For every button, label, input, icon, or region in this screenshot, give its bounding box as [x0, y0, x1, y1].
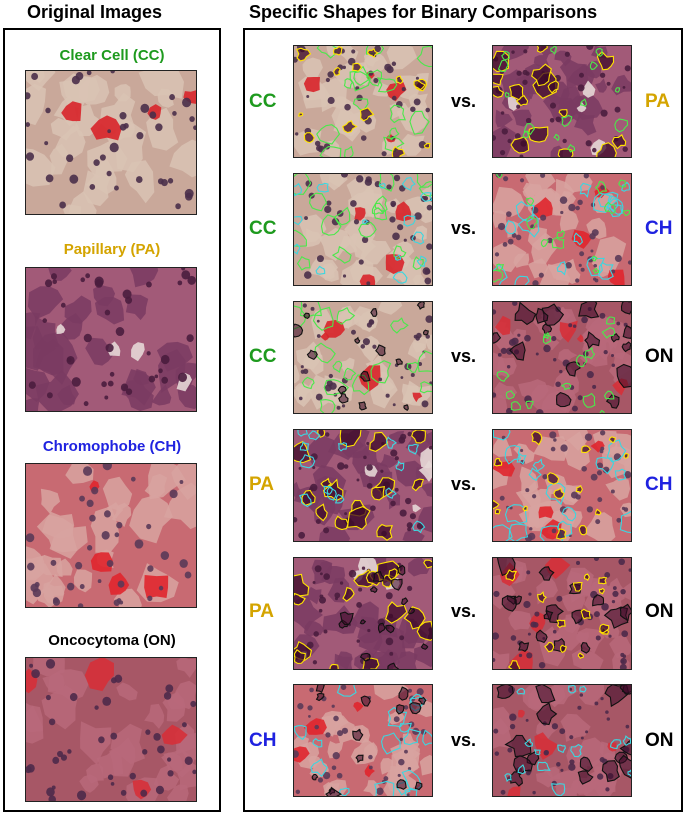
row-left-label: CC	[249, 218, 277, 239]
vs-label: vs.	[451, 218, 477, 238]
vs-label: vs.	[451, 91, 477, 111]
caption-chromophobe: Chromophobe (CH)	[42, 438, 182, 455]
vs-label: vs.	[451, 601, 477, 621]
original-images-panel: Clear Cell (CC) Papillary (PA) Chromopho…	[3, 28, 221, 812]
original-image-papillary	[25, 267, 197, 412]
row-right-label: CH	[645, 218, 673, 239]
tissue-image	[26, 268, 196, 411]
row-right-label: ON	[645, 346, 674, 367]
tissue-image	[493, 558, 631, 669]
right-shape-image	[492, 557, 632, 670]
left-shape-image	[293, 557, 433, 670]
right-shape-image	[492, 301, 632, 414]
tissue-image	[26, 658, 196, 801]
tissue-image	[294, 685, 432, 796]
tissue-image	[493, 174, 631, 285]
left-shape-image	[293, 173, 433, 286]
vs-label: vs.	[451, 346, 477, 366]
right-shape-image	[492, 45, 632, 158]
left-shape-image	[293, 301, 433, 414]
left-shape-image	[293, 429, 433, 542]
row-right-label: PA	[645, 91, 670, 112]
row-left-label: CC	[249, 91, 277, 112]
original-images-heading: Original Images	[27, 2, 163, 22]
tissue-image	[493, 46, 631, 157]
left-shape-image	[293, 684, 433, 797]
caption-clear-cell: Clear Cell (CC)	[59, 47, 165, 64]
tissue-image	[294, 430, 432, 541]
tissue-image	[26, 464, 196, 607]
row-right-label: ON	[645, 730, 674, 751]
tissue-image	[493, 302, 631, 413]
right-shape-image	[492, 684, 632, 797]
original-image-chromophobe	[25, 463, 197, 608]
tissue-image	[294, 174, 432, 285]
row-right-label: ON	[645, 601, 674, 622]
caption-papillary: Papillary (PA)	[63, 241, 161, 258]
row-left-label: PA	[249, 601, 274, 622]
right-shape-image	[492, 429, 632, 542]
vs-label: vs.	[451, 730, 477, 750]
binary-comparisons-panel: CC vs. PA CC vs. CH CC vs. ON PA vs. CH …	[243, 28, 683, 812]
tissue-image	[493, 430, 631, 541]
tissue-image	[26, 71, 196, 214]
original-image-clear-cell	[25, 70, 197, 215]
left-shape-image	[293, 45, 433, 158]
row-left-label: CC	[249, 346, 277, 367]
binary-comparisons-heading: Specific Shapes for Binary Comparisons	[249, 2, 598, 22]
tissue-image	[294, 558, 432, 669]
vs-label: vs.	[451, 474, 477, 494]
row-right-label: CH	[645, 474, 673, 495]
row-left-label: PA	[249, 474, 274, 495]
right-shape-image	[492, 173, 632, 286]
tissue-image	[493, 685, 631, 796]
original-image-oncocytoma	[25, 657, 197, 802]
tissue-image	[294, 302, 432, 413]
row-left-label: CH	[249, 730, 277, 751]
tissue-image	[294, 46, 432, 157]
caption-oncocytoma: Oncocytoma (ON)	[48, 632, 176, 649]
